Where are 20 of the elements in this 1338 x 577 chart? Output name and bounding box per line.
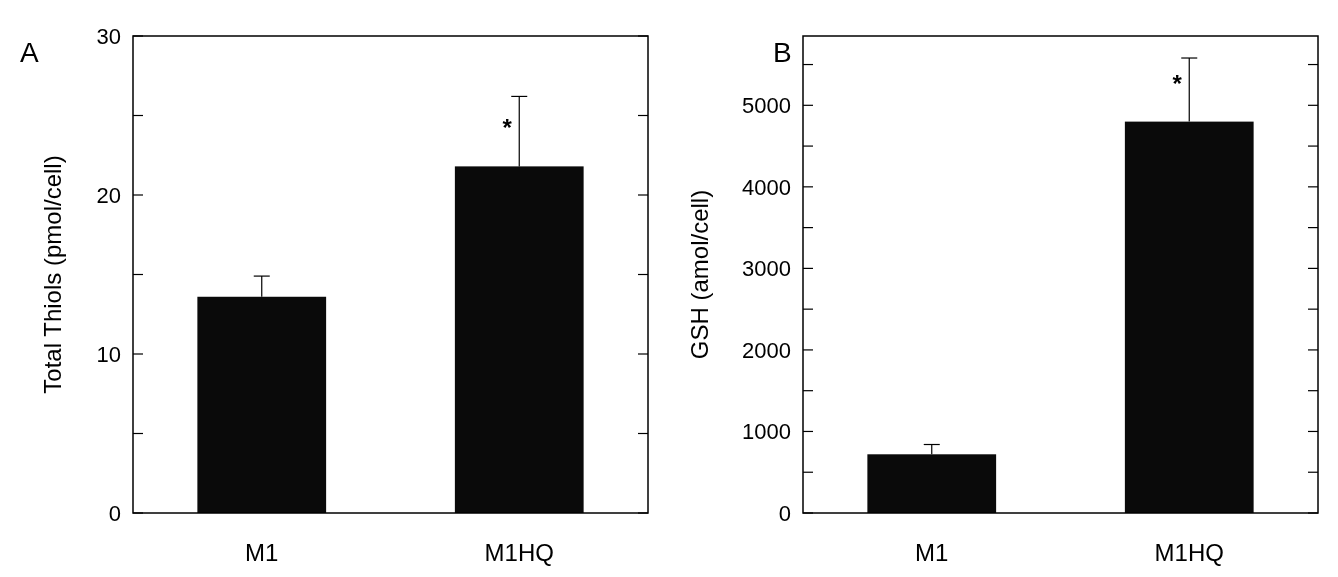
y-tick-label: 10	[96, 341, 121, 367]
chart-title: A	[20, 37, 39, 68]
y-tick-label: 1000	[742, 419, 791, 445]
y-tick-label: 0	[778, 500, 791, 526]
y-axis-title: Total Thiols (pmol/cell)	[39, 155, 66, 394]
y-tick-label: 2000	[742, 337, 791, 363]
x-tick-label: M1	[245, 539, 279, 566]
x-tick-label: M1	[915, 539, 949, 566]
x-tick-label: M1HQ	[484, 539, 554, 566]
annotation: *	[502, 114, 513, 142]
y-tick-label: 4000	[742, 174, 791, 200]
chart-title: B	[773, 37, 792, 68]
y-tick-label: 0	[108, 500, 121, 526]
annotation: *	[1172, 69, 1183, 97]
y-tick-label: 30	[96, 23, 121, 49]
y-tick-label: 3000	[742, 256, 791, 282]
x-tick-label: M1HQ	[1154, 539, 1224, 566]
y-tick-label: 5000	[742, 93, 791, 119]
y-tick-label: 20	[96, 182, 121, 208]
y-axis-title: GSH (amol/cell)	[686, 189, 713, 360]
